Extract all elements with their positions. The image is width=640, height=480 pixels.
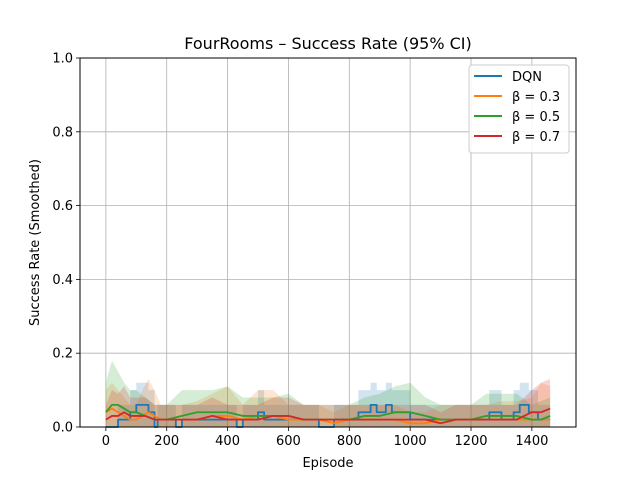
y-axis-label: Success Rate (Smoothed): [28, 159, 43, 326]
plot-area-frame: [79, 57, 577, 428]
legend-label-0-5: β = 0.5: [512, 110, 560, 125]
chart-title: FourRooms – Success Rate (95% CI): [184, 34, 472, 53]
y-tick-label: 0.2: [52, 347, 73, 362]
ci-band-0-5: [105, 360, 551, 427]
series-line-0-7: [105, 407, 551, 425]
x-tick-label: 1200: [454, 434, 487, 449]
y-tick-label: 0.6: [52, 199, 73, 214]
x-axis-label: Episode: [302, 456, 353, 471]
legend-label-0-7: β = 0.7: [512, 130, 560, 145]
y-tick-label: 0.4: [52, 273, 73, 288]
legend-label-0-3: β = 0.3: [512, 90, 560, 105]
x-tick-label: 1400: [515, 434, 548, 449]
x-tick-label: 600: [276, 434, 301, 449]
y-tick-label: 0.8: [52, 125, 73, 140]
axis-ticks: 0 200 400 600 800 1000 1200 1400 0.0 0.2 0.4 0.6 0.8…: [52, 52, 548, 450]
x-tick-label: 200: [154, 434, 179, 449]
ci-band-0-3: [105, 379, 551, 427]
legend-label-dqn: DQN: [512, 70, 542, 85]
legend-frame: [468, 64, 570, 154]
y-tick-label: 0.0: [52, 421, 73, 436]
x-tick-label: 400: [215, 434, 240, 449]
y-tick-label: 1.0: [52, 52, 73, 67]
x-tick-label: 800: [337, 434, 362, 449]
x-tick-label: 1000: [394, 434, 427, 449]
ci-band-0-7: [105, 379, 551, 427]
x-tick-label: 0: [102, 434, 110, 449]
legend: DQN β = 0.3 β = 0.5 β = 0.7: [468, 64, 570, 154]
